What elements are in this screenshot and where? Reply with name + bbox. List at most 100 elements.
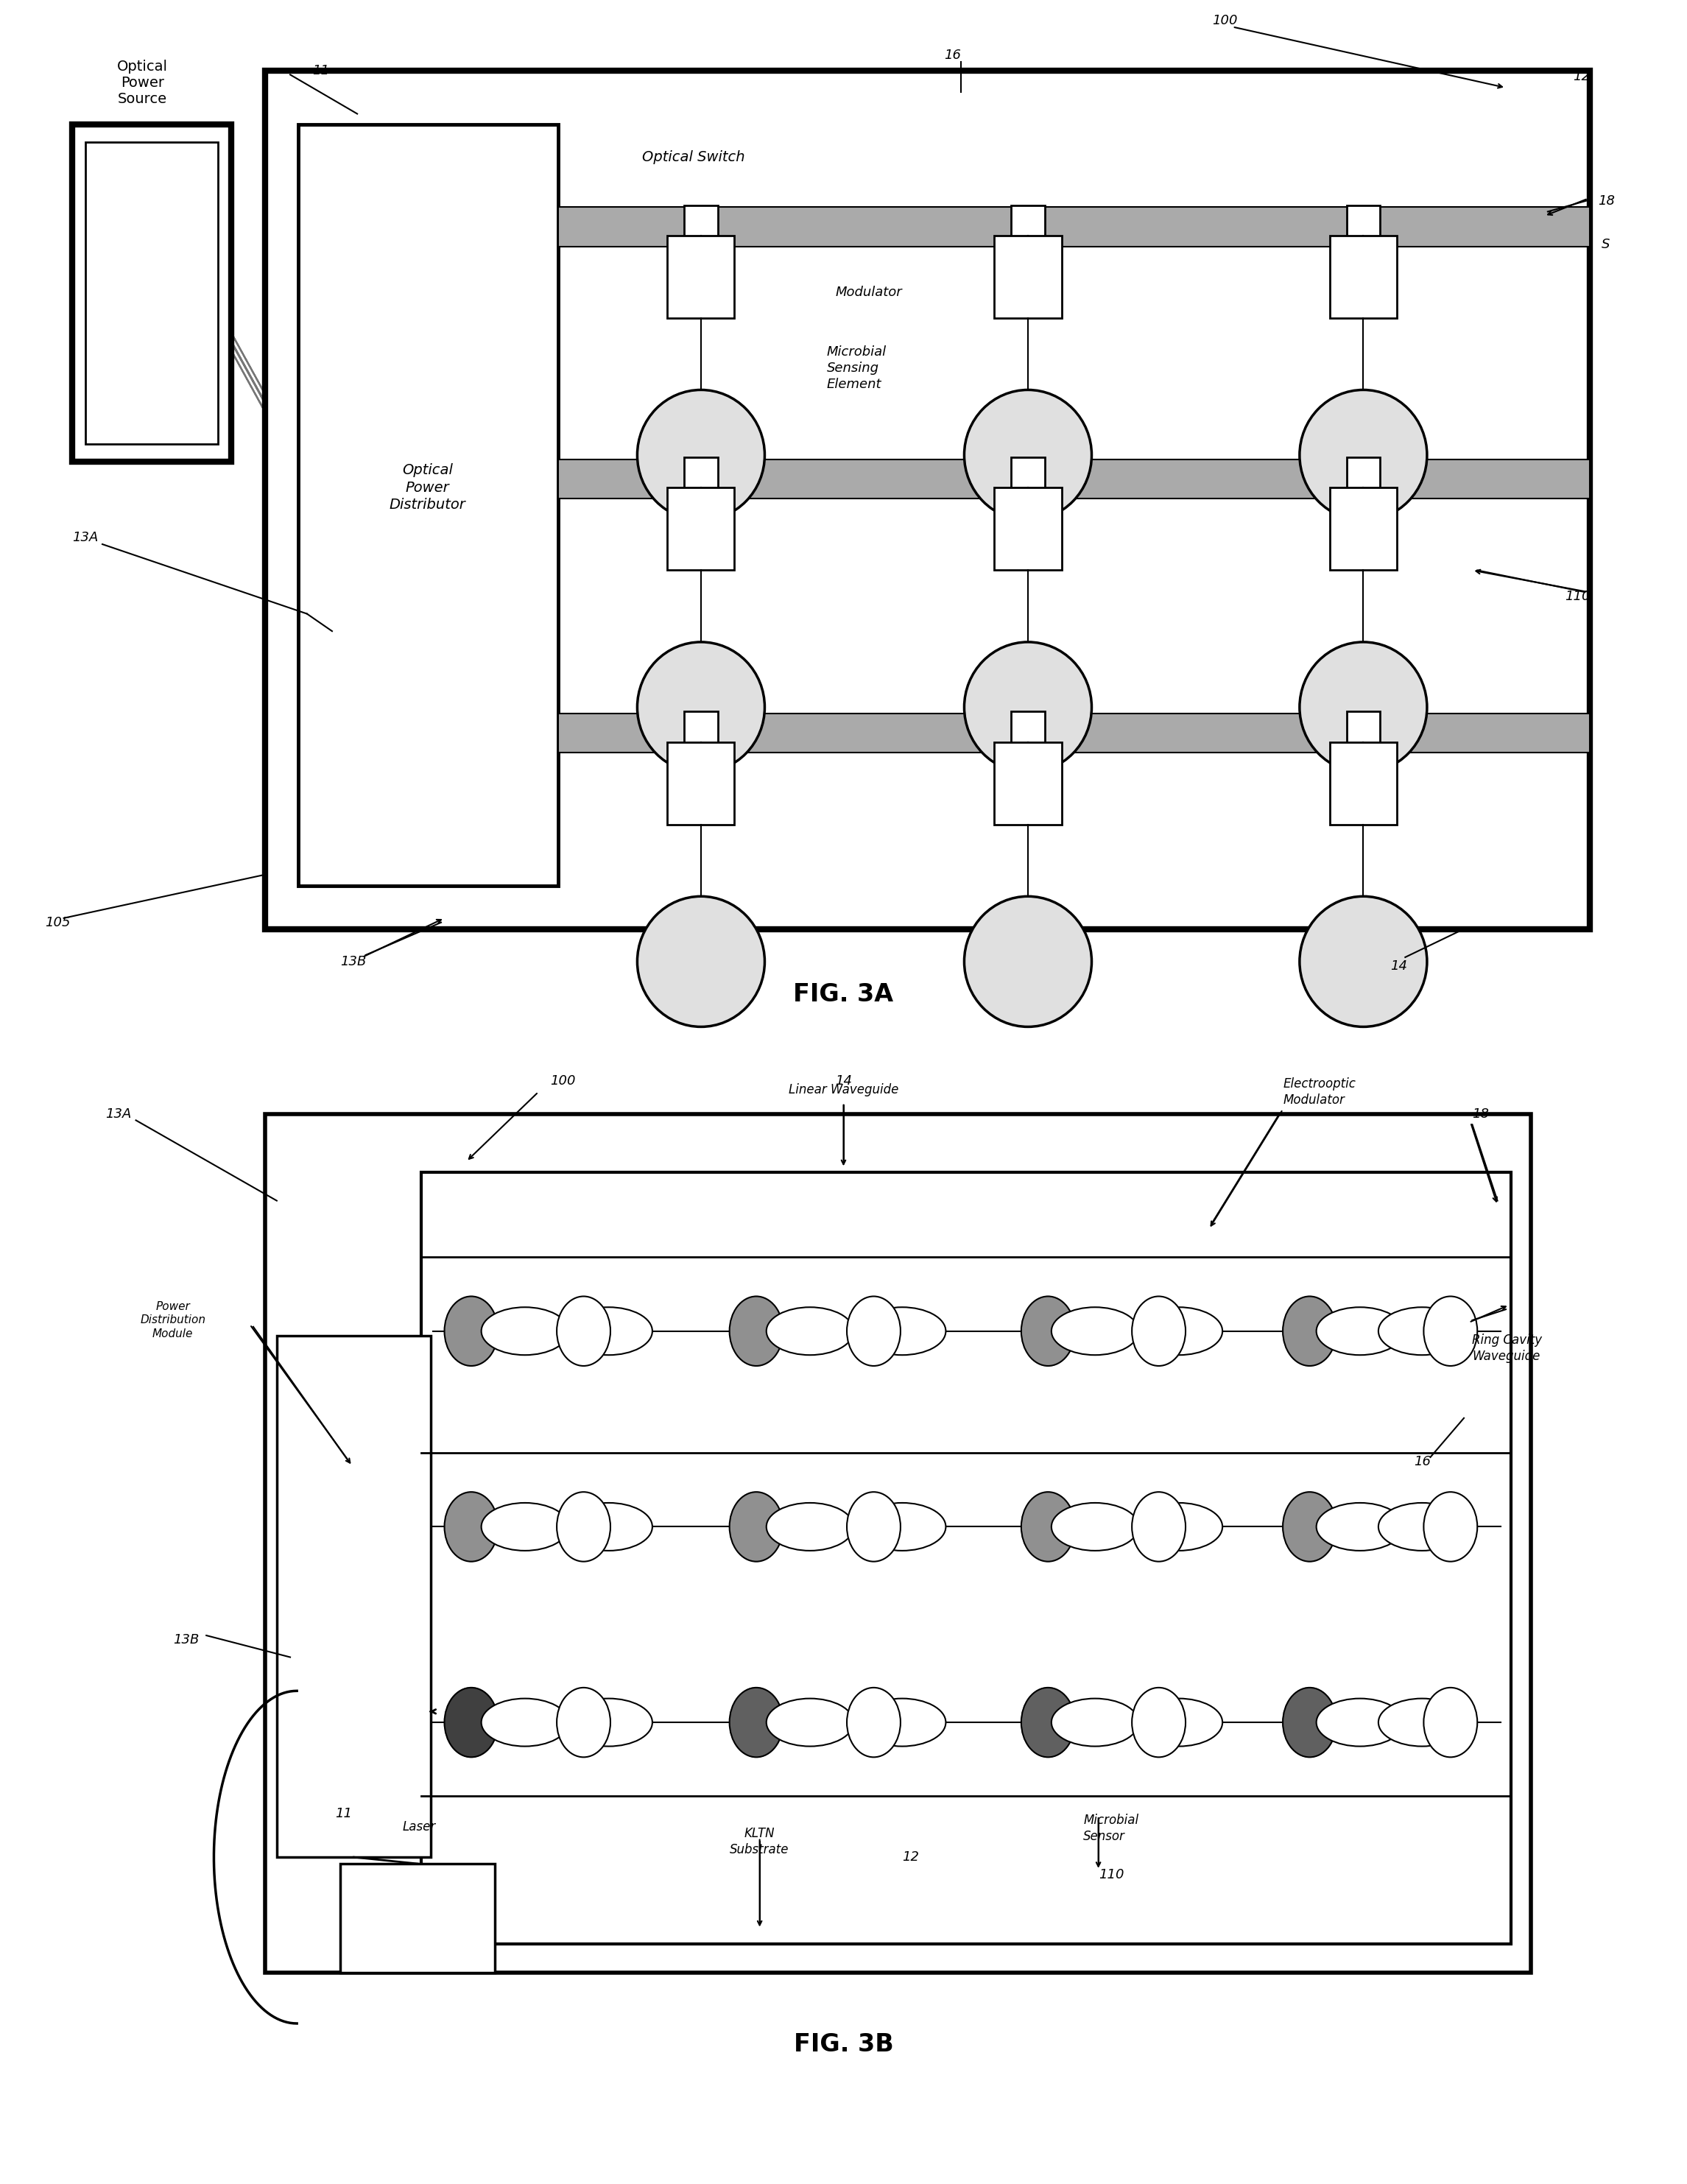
Ellipse shape [1299,895,1427,1026]
Text: 12: 12 [903,1850,919,1863]
Text: Laser: Laser [403,1819,435,1832]
Text: 110: 110 [1100,1867,1125,1880]
Ellipse shape [481,1308,569,1354]
Text: 100: 100 [1213,13,1238,26]
Text: Linear Waveguide: Linear Waveguide [788,1083,899,1096]
Text: 14: 14 [835,1075,852,1088]
Circle shape [1021,1688,1075,1758]
Text: Optical
Power
Source: Optical Power Source [116,59,169,105]
Bar [1346,205,1380,249]
Text: 12: 12 [1572,70,1589,83]
Bar [73,124,231,461]
Bar [685,712,717,756]
Circle shape [847,1297,901,1365]
Ellipse shape [766,1503,854,1551]
Circle shape [1424,1492,1478,1562]
Bar [558,459,1589,498]
Ellipse shape [766,1699,854,1747]
Bar [994,743,1061,826]
Ellipse shape [1051,1503,1139,1551]
Bar [1011,205,1044,249]
Text: Power
Distribution
Module: Power Distribution Module [140,1302,206,1339]
Circle shape [1132,1492,1186,1562]
Ellipse shape [859,1503,946,1551]
Bar [668,743,734,826]
Bar [1346,712,1380,756]
Circle shape [557,1688,611,1758]
Bar [1011,712,1044,756]
Circle shape [729,1688,783,1758]
Ellipse shape [1378,1503,1466,1551]
Ellipse shape [565,1699,653,1747]
Circle shape [847,1492,901,1562]
Circle shape [444,1688,498,1758]
Text: 13A: 13A [73,531,98,544]
Circle shape [1021,1297,1075,1365]
Ellipse shape [481,1699,569,1747]
Circle shape [1424,1297,1478,1365]
Ellipse shape [1051,1308,1139,1354]
Ellipse shape [565,1308,653,1354]
Text: Optical
Power
Distributor: Optical Power Distributor [390,463,466,511]
Text: Modulator: Modulator [835,286,903,299]
Bar [994,236,1061,319]
Text: Optical Switch: Optical Switch [643,151,746,164]
Ellipse shape [965,895,1091,1026]
Bar [341,1863,494,1972]
Ellipse shape [638,895,764,1026]
Bar [668,487,734,570]
Bar [994,487,1061,570]
Text: 13A: 13A [106,1107,132,1120]
Bar [685,456,717,500]
Ellipse shape [1316,1503,1404,1551]
Bar [1329,236,1397,319]
Text: 16: 16 [1414,1455,1431,1468]
Ellipse shape [965,391,1091,520]
Text: 13B: 13B [341,954,366,968]
Bar [277,1334,430,1856]
Bar [558,207,1589,247]
Ellipse shape [859,1308,946,1354]
Ellipse shape [1378,1308,1466,1354]
Bar [558,207,1589,247]
Text: Ring Cavity
Waveguide: Ring Cavity Waveguide [1473,1334,1542,1363]
Text: 13B: 13B [172,1634,199,1647]
Text: 14: 14 [1390,959,1407,972]
Ellipse shape [1299,642,1427,773]
Text: 105: 105 [46,915,71,928]
Bar [685,205,717,249]
Ellipse shape [1316,1699,1404,1747]
Ellipse shape [1316,1308,1404,1354]
Ellipse shape [1135,1503,1223,1551]
Text: Microbial
Sensing
Element: Microbial Sensing Element [827,345,886,391]
Circle shape [847,1688,901,1758]
Circle shape [444,1297,498,1365]
Ellipse shape [1135,1308,1223,1354]
Circle shape [1282,1688,1336,1758]
Text: S: S [1601,238,1609,251]
Ellipse shape [638,391,764,520]
Bar [265,70,1589,928]
Circle shape [1132,1297,1186,1365]
Text: 110: 110 [1564,590,1589,603]
Bar [422,1173,1512,1944]
Ellipse shape [1051,1699,1139,1747]
Text: KLTN
Substrate: KLTN Substrate [730,1826,790,1856]
Bar [558,714,1589,753]
Ellipse shape [766,1308,854,1354]
Text: 18: 18 [1598,194,1614,207]
Text: FIG. 3B: FIG. 3B [793,2031,894,2057]
Bar [1329,487,1397,570]
Bar [265,1114,1532,1972]
Bar [1329,743,1397,826]
Bar [558,459,1589,498]
Text: 16: 16 [945,48,962,61]
Bar [86,142,218,443]
Text: Electrooptic
Modulator: Electrooptic Modulator [1282,1077,1356,1107]
Circle shape [557,1297,611,1365]
Ellipse shape [965,642,1091,773]
Ellipse shape [1299,391,1427,520]
Bar [558,714,1589,753]
Text: 100: 100 [550,1075,575,1088]
Circle shape [444,1492,498,1562]
